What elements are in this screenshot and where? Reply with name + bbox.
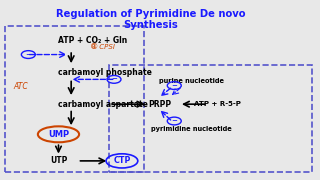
- Text: ® CPSI: ® CPSI: [90, 44, 115, 50]
- Text: pyrimidine nucleotide: pyrimidine nucleotide: [151, 126, 232, 132]
- Text: UMP: UMP: [48, 130, 69, 139]
- Text: CTP: CTP: [113, 156, 131, 165]
- Text: −: −: [111, 76, 117, 82]
- Text: PRPP: PRPP: [148, 100, 172, 109]
- Text: ATP + CO₂ + Gln: ATP + CO₂ + Gln: [59, 36, 128, 45]
- Text: ①: ①: [90, 42, 97, 51]
- Text: carbamoyl phosphate: carbamoyl phosphate: [59, 68, 152, 77]
- Text: ATP + R-5-P: ATP + R-5-P: [194, 101, 241, 107]
- Text: −: −: [171, 83, 177, 89]
- Text: ATC: ATC: [13, 82, 28, 91]
- Text: UTP: UTP: [50, 156, 67, 165]
- Text: −: −: [171, 118, 177, 124]
- Text: carbamoyl aspartate: carbamoyl aspartate: [59, 100, 148, 109]
- Text: Regulation of Pyrimidine De novo: Regulation of Pyrimidine De novo: [56, 9, 245, 19]
- Text: Synthesis: Synthesis: [123, 20, 178, 30]
- Text: purine nucleotide: purine nucleotide: [159, 78, 224, 84]
- Text: −: −: [25, 51, 31, 58]
